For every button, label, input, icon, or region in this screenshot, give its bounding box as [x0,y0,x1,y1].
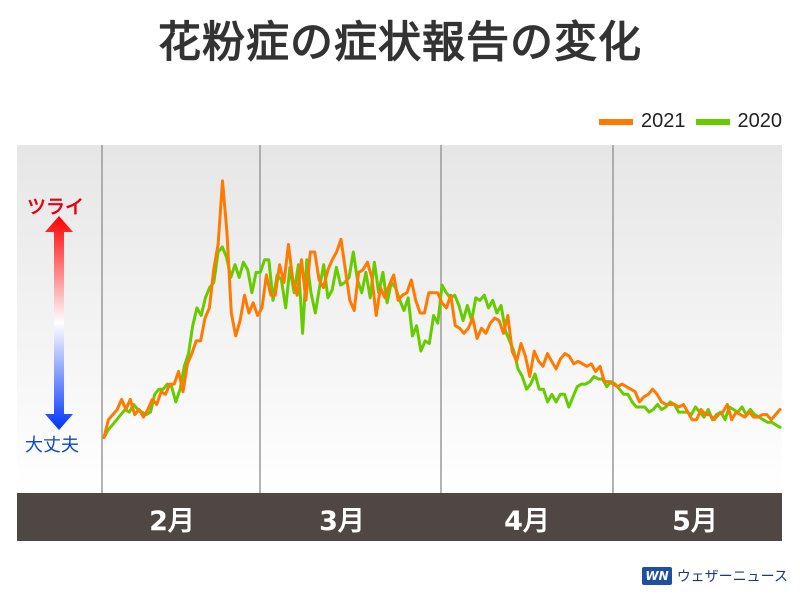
series-line-2020 [102,245,782,439]
month-label-feb: 2月 [149,506,195,537]
chart-legend: 2021 2020 [599,110,782,133]
month-label-mar: 3月 [319,506,365,537]
legend-item-2021: 2021 [599,110,686,133]
series-line-2021 [102,179,782,439]
severity-high-label: ツライ [27,196,85,218]
legend-swatch-2021 [599,118,633,125]
legend-item-2020: 2020 [695,110,783,133]
chart-title: 花粉症の症状報告の変化 [158,18,642,68]
month-label-may: 5月 [672,506,718,537]
severity-low-label: 大丈夫 [25,435,79,456]
series-group [102,179,782,439]
x-axis-bar: 2月 3月 4月 5月 [17,493,782,541]
weathernews-logo: WN ウェザーニュース [642,566,788,586]
plot-area [17,145,782,493]
logo-text: ウェザーニュース [676,569,788,585]
severity-gradient-arrow-icon [45,216,73,430]
month-gridlines [101,145,614,493]
legend-swatch-2020 [695,118,730,125]
legend-label-2020: 2020 [737,110,783,132]
wn-logo-icon: WN [642,567,672,585]
legend-label-2021: 2021 [641,110,686,132]
month-label-apr: 4月 [504,506,550,537]
